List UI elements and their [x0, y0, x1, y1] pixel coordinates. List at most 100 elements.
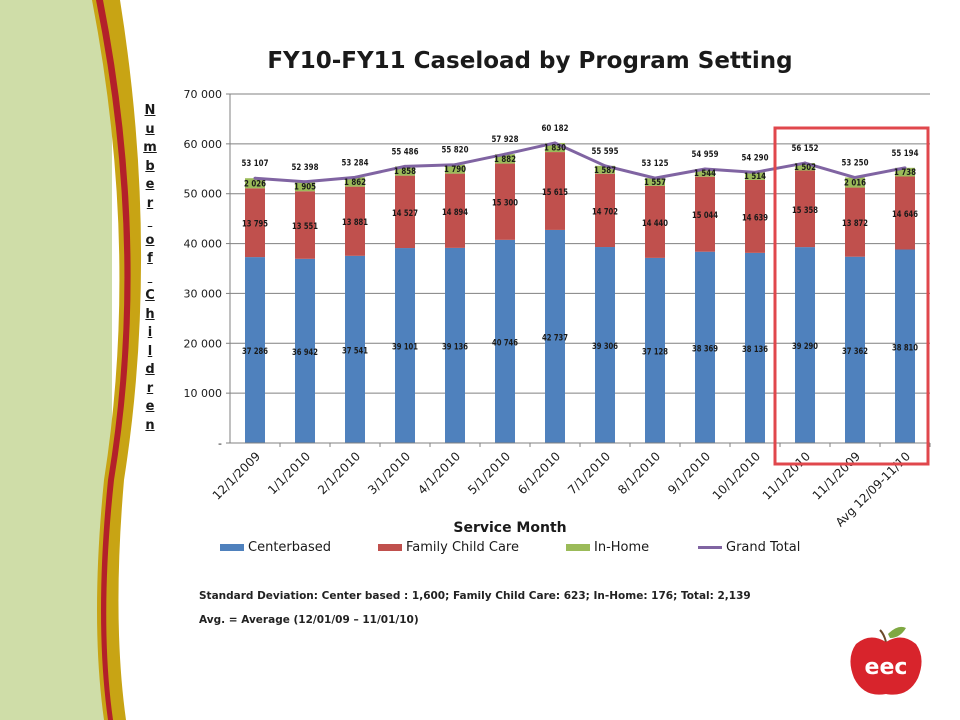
legend-item-in-home: In-Home — [566, 540, 649, 556]
data-label-family-child-care: 14 639 — [742, 213, 768, 223]
data-label-in-home: 1 905 — [294, 183, 316, 193]
data-label-in-home: 1 830 — [544, 144, 566, 154]
data-label-grand-total: 56 152 — [792, 144, 819, 154]
bar-centerbased — [245, 257, 265, 443]
grand-total-point — [403, 164, 407, 168]
grand-total-point — [753, 170, 757, 174]
x-axis-label: Service Month — [453, 520, 567, 536]
y-tick-label: 40 000 — [184, 238, 223, 251]
y-axis-label-letter: n — [145, 417, 155, 433]
grand-total-point — [303, 180, 307, 184]
bar-layer — [245, 142, 915, 443]
legend-line-grand-total — [698, 546, 722, 549]
bar-in-home — [395, 166, 415, 176]
grand-total-line — [254, 141, 906, 184]
data-label-grand-total: 54 959 — [692, 150, 719, 160]
data-label-grand-total: 55 486 — [392, 147, 419, 157]
grand-total-point — [553, 141, 557, 145]
y-axis-label-space — [141, 269, 159, 288]
average-note: Avg. = Average (12/01/09 – 11/01/10) — [199, 614, 419, 626]
legend-swatch-centerbased — [220, 544, 244, 551]
y-axis-label-letter: C — [145, 288, 155, 303]
grand-total-point — [353, 175, 357, 179]
bar-in-home — [345, 177, 365, 187]
data-label-in-home: 1 862 — [344, 178, 366, 188]
y-tick-label: 70 000 — [184, 88, 223, 101]
x-tick-label: 2/1/2010 — [315, 449, 363, 497]
bar-in-home — [295, 181, 315, 192]
data-label-grand-total: 53 125 — [642, 159, 669, 169]
bar-family-child-care — [695, 176, 715, 252]
data-label-grand-total: 55 194 — [892, 149, 919, 159]
data-label-grand-total: 53 250 — [842, 159, 869, 169]
grand-total-point — [253, 176, 257, 180]
data-label-family-child-care: 14 646 — [892, 210, 918, 220]
x-tick-label: 3/1/2010 — [365, 449, 413, 497]
line-layer — [253, 141, 907, 184]
eec-logo: eec — [850, 626, 922, 695]
x-tick-label: 10/1/2010 — [710, 449, 763, 502]
bar-in-home — [445, 164, 465, 174]
y-tick-label: 20 000 — [184, 337, 223, 350]
y-tick-label: 30 000 — [184, 287, 223, 300]
data-label-family-child-care: 15 358 — [792, 206, 818, 216]
data-label-in-home: 1 514 — [744, 172, 766, 182]
y-axis-label-letter: u — [145, 121, 155, 137]
y-axis-label-letter: e — [145, 399, 155, 414]
legend-label-grand-total: Grand Total — [726, 540, 801, 555]
x-tick-label: 6/1/2010 — [515, 449, 563, 497]
y-axis-label-letter: o — [145, 232, 155, 248]
bar-in-home — [245, 178, 265, 189]
y-axis-label-letter: i — [147, 325, 153, 340]
bar-centerbased — [745, 252, 765, 443]
bar-in-home — [545, 142, 565, 153]
data-label-centerbased: 39 290 — [792, 342, 818, 352]
bar-centerbased — [445, 247, 465, 443]
x-tick-label: 1/1/2010 — [265, 449, 313, 497]
bar-family-child-care — [645, 185, 665, 258]
data-label-grand-total: 55 595 — [592, 147, 619, 157]
data-label-centerbased: 39 306 — [592, 342, 618, 352]
bar-in-home — [845, 177, 865, 188]
legend-label-in-home: In-Home — [594, 540, 650, 555]
data-label-centerbased: 38 810 — [892, 343, 918, 353]
bar-centerbased — [295, 258, 315, 443]
logo-stem — [879, 629, 887, 643]
bar-centerbased — [495, 239, 515, 443]
bar-family-child-care — [795, 170, 815, 248]
data-label-centerbased: 37 286 — [242, 347, 268, 357]
bar-centerbased — [695, 251, 715, 443]
data-label-in-home: 2 016 — [844, 179, 866, 189]
data-label-family-child-care: 14 440 — [642, 219, 668, 229]
data-label-grand-total: 54 290 — [742, 153, 769, 163]
bar-family-child-care — [545, 152, 565, 230]
data-label-in-home: 1 738 — [894, 168, 916, 178]
bar-family-child-care — [595, 173, 615, 248]
bar-centerbased — [895, 249, 915, 443]
bar-family-child-care — [445, 173, 465, 248]
y-axis-label-space — [141, 213, 159, 232]
data-label-in-home: 1 858 — [394, 167, 416, 177]
bar-family-child-care — [245, 188, 265, 258]
bar-centerbased — [545, 229, 565, 443]
data-label-centerbased: 42 737 — [542, 333, 568, 343]
data-label-family-child-care: 15 615 — [542, 188, 568, 198]
data-label-grand-total: 55 820 — [442, 146, 469, 156]
bar-in-home — [745, 172, 765, 180]
bar-centerbased — [395, 248, 415, 443]
y-tick-label: 60 000 — [184, 138, 223, 151]
left-panel — [0, 0, 112, 720]
data-label-centerbased: 38 369 — [692, 344, 718, 354]
standard-deviation-note: Standard Deviation: Center based : 1,600… — [199, 590, 751, 602]
grand-total-point — [603, 164, 607, 168]
data-label-in-home: 1 790 — [444, 165, 466, 175]
y-axis-label-letter: l — [147, 343, 153, 359]
grand-total-point — [853, 176, 857, 180]
chart-legend: Centerbased Family Child Care In-Home Gr… — [220, 540, 820, 556]
data-label-grand-total: 57 928 — [492, 135, 519, 145]
data-label-in-home: 1 502 — [794, 163, 816, 173]
bar-in-home — [695, 169, 715, 177]
legend-label-family-child-care: Family Child Care — [406, 540, 519, 555]
